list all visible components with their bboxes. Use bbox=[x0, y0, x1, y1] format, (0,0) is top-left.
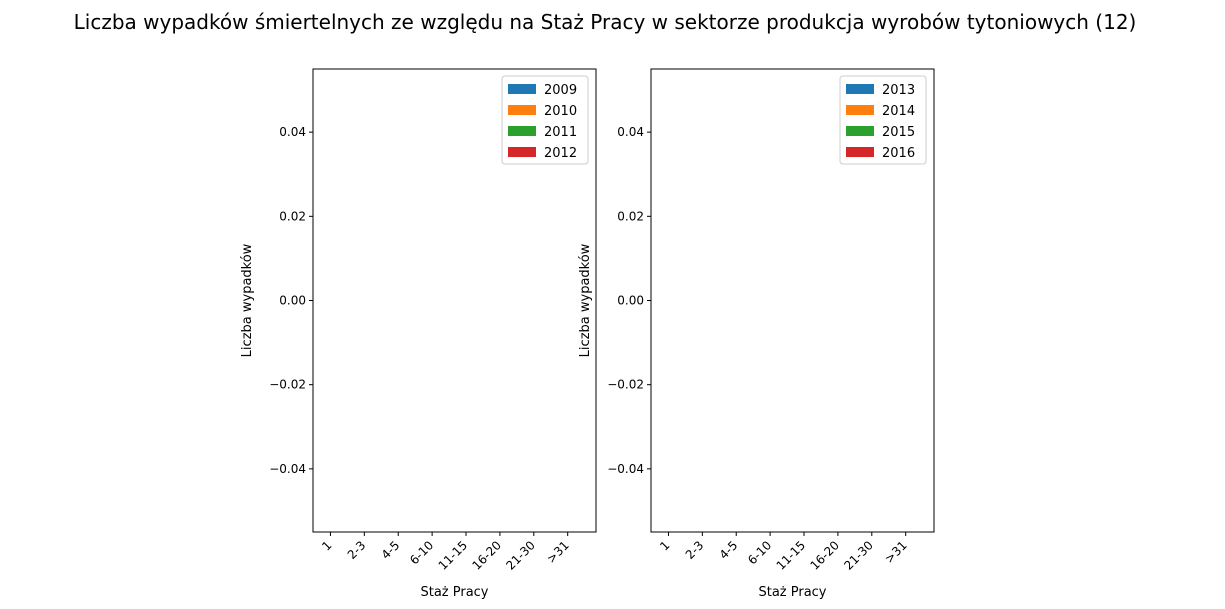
legend-box bbox=[501, 75, 589, 165]
legend-label: 2011 bbox=[544, 125, 577, 140]
x-axis-label: Staż Pracy bbox=[420, 585, 488, 600]
legend-label: 2014 bbox=[882, 104, 915, 119]
x-tick-label: 4-5 bbox=[379, 538, 403, 562]
x-tick-label: 11-15 bbox=[774, 538, 809, 573]
legend-swatch bbox=[508, 105, 536, 115]
x-tick-label: 6-10 bbox=[745, 538, 774, 567]
y-tick-label: 0.04 bbox=[279, 125, 306, 139]
x-axis-label: Staż Pracy bbox=[758, 585, 826, 600]
x-tick-label: 2-3 bbox=[345, 538, 369, 562]
y-tick-label: 0.02 bbox=[617, 209, 644, 223]
legend-label: 2010 bbox=[544, 104, 577, 119]
x-tick-label: 4-5 bbox=[717, 538, 741, 562]
x-tick-label: 16-20 bbox=[807, 538, 842, 573]
y-tick-label: −0.02 bbox=[607, 378, 644, 392]
chart-panel-left: 0.04 0.02 0.00 −0.02 −0.04 1 2-3 4-5 6-10 11-15 16… bbox=[240, 68, 597, 600]
y-tick-label: −0.04 bbox=[607, 462, 644, 476]
legend-label: 2012 bbox=[544, 146, 577, 161]
x-tick-label: >31 bbox=[882, 538, 910, 566]
chart-title: Liczba wypadków śmiertelnych ze względu … bbox=[74, 10, 1137, 34]
y-axis-label: Liczba wypadków bbox=[578, 243, 593, 357]
y-tick-label: 0.04 bbox=[617, 125, 644, 139]
chart-panel-right: 0.04 0.02 0.00 −0.02 −0.04 1 2-3 4-5 6-10 11-15 16… bbox=[578, 68, 935, 600]
legend-swatch bbox=[846, 147, 874, 157]
legend-swatch bbox=[508, 147, 536, 157]
x-tick-label: 1 bbox=[657, 538, 672, 553]
legend-label: 2013 bbox=[882, 83, 915, 98]
y-axis-label: Liczba wypadków bbox=[240, 243, 255, 357]
legend-label: 2016 bbox=[882, 146, 915, 161]
y-tick-label: −0.04 bbox=[269, 462, 306, 476]
x-tick-label: 2-3 bbox=[683, 538, 707, 562]
x-tick-label: 21-30 bbox=[503, 538, 538, 573]
legend-swatch bbox=[508, 126, 536, 136]
x-tick-label: 11-15 bbox=[436, 538, 471, 573]
x-tick-label: >31 bbox=[544, 538, 572, 566]
legend-swatch bbox=[846, 84, 874, 94]
legend-swatch bbox=[846, 126, 874, 136]
x-tick-label: 1 bbox=[319, 538, 334, 553]
plot-frame bbox=[312, 68, 597, 533]
legend-swatch bbox=[846, 105, 874, 115]
y-tick-label: −0.02 bbox=[269, 378, 306, 392]
y-tick-label: 0.00 bbox=[617, 294, 644, 308]
x-tick-label: 21-30 bbox=[841, 538, 876, 573]
legend-label: 2015 bbox=[882, 125, 915, 140]
x-tick-label: 16-20 bbox=[469, 538, 504, 573]
y-tick-label: 0.02 bbox=[279, 209, 306, 223]
legend-box bbox=[839, 75, 927, 165]
legend-label: 2009 bbox=[544, 83, 577, 98]
legend-swatch bbox=[508, 84, 536, 94]
x-tick-label: 6-10 bbox=[407, 538, 436, 567]
y-tick-label: 0.00 bbox=[279, 294, 306, 308]
plot-frame bbox=[650, 68, 935, 533]
